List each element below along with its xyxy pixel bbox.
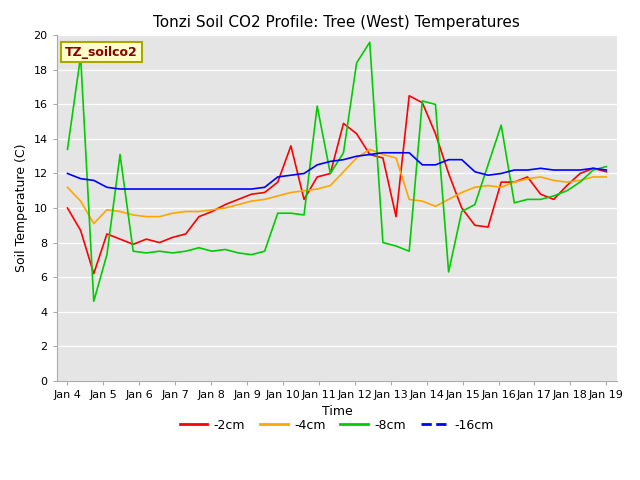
Legend: -2cm, -4cm, -8cm, -16cm: -2cm, -4cm, -8cm, -16cm: [175, 414, 499, 437]
Text: TZ_soilco2: TZ_soilco2: [65, 46, 138, 59]
Y-axis label: Soil Temperature (C): Soil Temperature (C): [15, 144, 28, 272]
Title: Tonzi Soil CO2 Profile: Tree (West) Temperatures: Tonzi Soil CO2 Profile: Tree (West) Temp…: [154, 15, 520, 30]
X-axis label: Time: Time: [321, 405, 352, 418]
